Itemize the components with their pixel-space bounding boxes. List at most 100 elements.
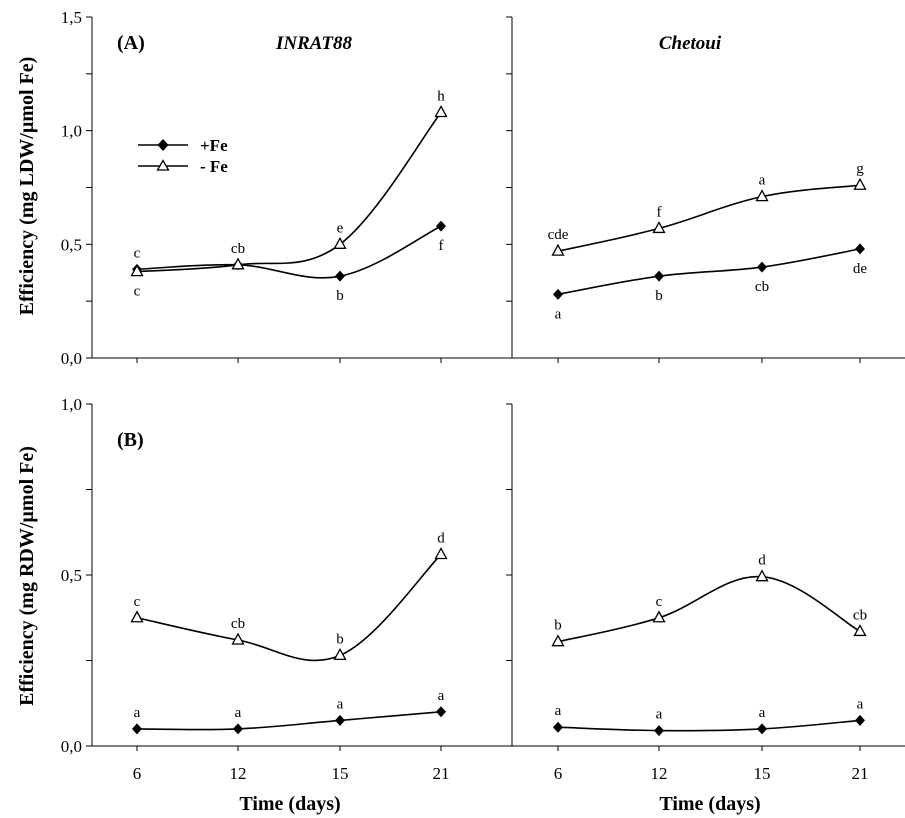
- data-point-triangle: [551, 243, 565, 256]
- x-tick-label: 21: [852, 764, 869, 783]
- significance-label: e: [337, 220, 344, 236]
- data-point-diamond: [233, 723, 243, 735]
- data-point-diamond: [855, 714, 865, 726]
- data-point-triangle: [755, 569, 769, 582]
- data-point-diamond: [855, 243, 865, 255]
- data-point-diamond: [757, 723, 767, 735]
- significance-label: a: [759, 173, 766, 189]
- significance-label: a: [555, 703, 562, 719]
- significance-label: a: [438, 688, 445, 704]
- significance-label: a: [555, 306, 562, 322]
- y-axis-title-bottom: Efficiency (mg RDW/µmol Fe): [16, 446, 38, 706]
- significance-label: de: [853, 261, 868, 277]
- series-fe-minus: b c d cb: [551, 553, 867, 647]
- chart-panel-1: 0,0 0,5 1,0 1,5 INRAT88 (A) c cb b f c e h: [61, 8, 892, 368]
- x-axis-title-right: Time (days): [659, 793, 760, 815]
- series-line: [136, 553, 442, 662]
- legend-fe-minus-marker: [156, 159, 170, 171]
- significance-label: cde: [548, 227, 569, 243]
- data-point-diamond: [553, 721, 563, 733]
- y-tick-label: 1,0: [61, 122, 82, 141]
- y-tick-label: 1,5: [61, 8, 82, 27]
- significance-label: f: [657, 204, 662, 220]
- data-point-diamond: [335, 714, 345, 726]
- series-fe-plus: a a a a: [132, 688, 446, 735]
- series-fe-minus: c cb b d: [130, 530, 448, 662]
- significance-label: cb: [755, 279, 769, 295]
- series-fe-minus: cde f a g: [548, 161, 867, 256]
- data-point-triangle: [231, 257, 245, 270]
- y-axis-title-top: Efficiency (mg LDW/µmol Fe): [16, 57, 38, 316]
- y-tick-label: 0,5: [61, 566, 82, 585]
- data-point-diamond: [335, 270, 345, 282]
- series-line: [557, 575, 861, 643]
- panel-title: INRAT88: [275, 33, 353, 54]
- x-tick-label: 15: [332, 764, 349, 783]
- data-point-diamond: [757, 261, 767, 273]
- y-tick-label: 0,0: [61, 349, 82, 368]
- significance-label: a: [134, 705, 141, 721]
- significance-label: h: [437, 88, 445, 104]
- y-tick-label: 1,0: [61, 395, 82, 414]
- chart-panel-2: Chetoui a b cb de cde f a g: [506, 16, 905, 363]
- data-point-triangle: [333, 236, 347, 249]
- legend-fe-plus-marker: [157, 139, 169, 151]
- legend-fe-minus-label: - Fe: [200, 157, 228, 176]
- panel-letter: (B): [117, 429, 144, 451]
- chart-panel-3: 0,0 0,5 1,0 6 12 15 21 (B) a a a a c cb b d: [61, 395, 892, 783]
- data-point-triangle: [853, 624, 867, 637]
- data-point-triangle: [434, 105, 448, 118]
- data-point-diamond: [553, 288, 563, 300]
- significance-label: c: [134, 594, 141, 610]
- series-fe-minus: c e h: [130, 88, 448, 300]
- data-point-triangle: [434, 547, 448, 560]
- series-line: [136, 711, 442, 731]
- x-tick-label: 6: [133, 764, 142, 783]
- significance-label: b: [655, 288, 663, 304]
- data-point-triangle: [130, 610, 144, 623]
- y-tick-label: 0,5: [61, 235, 82, 254]
- data-point-triangle: [130, 264, 144, 277]
- significance-label: c: [134, 284, 141, 300]
- data-point-diamond: [654, 270, 664, 282]
- series-line: [136, 112, 442, 273]
- x-tick-label: 6: [554, 764, 563, 783]
- y-tick-label: 0,0: [61, 737, 82, 756]
- significance-label: d: [437, 530, 445, 546]
- data-point-triangle: [652, 221, 666, 234]
- data-point-diamond: [132, 723, 142, 735]
- significance-label: a: [857, 696, 864, 712]
- significance-label: cb: [231, 241, 245, 257]
- series-fe-plus: a b cb de: [553, 243, 867, 322]
- data-point-triangle: [551, 634, 565, 647]
- data-point-triangle: [652, 610, 666, 623]
- significance-label: f: [439, 238, 444, 254]
- significance-label: a: [656, 707, 663, 723]
- significance-label: b: [554, 618, 562, 634]
- legend-fe-plus-label: +Fe: [200, 136, 228, 155]
- data-point-triangle: [853, 177, 867, 190]
- significance-label: g: [856, 161, 864, 177]
- data-point-diamond: [436, 220, 446, 232]
- x-tick-label: 21: [433, 764, 450, 783]
- chart-panel-4: 6 12 15 21 a a a a b c d cb: [506, 403, 905, 783]
- significance-label: a: [235, 705, 242, 721]
- significance-label: a: [337, 696, 344, 712]
- significance-label: cb: [853, 607, 867, 623]
- significance-label: cb: [231, 616, 245, 632]
- significance-label: d: [758, 553, 766, 569]
- data-point-triangle: [231, 632, 245, 645]
- series-line: [557, 719, 861, 732]
- significance-label: a: [759, 705, 766, 721]
- significance-label: b: [336, 288, 344, 304]
- x-axis-title-left: Time (days): [239, 793, 340, 815]
- data-point-triangle: [333, 648, 347, 661]
- series-line: [557, 248, 861, 296]
- significance-label: c: [134, 245, 141, 261]
- x-tick-label: 12: [230, 764, 247, 783]
- data-point-triangle: [755, 189, 769, 202]
- series-line: [136, 225, 442, 279]
- legend: +Fe - Fe: [138, 136, 228, 176]
- panel-letter: (A): [117, 32, 145, 54]
